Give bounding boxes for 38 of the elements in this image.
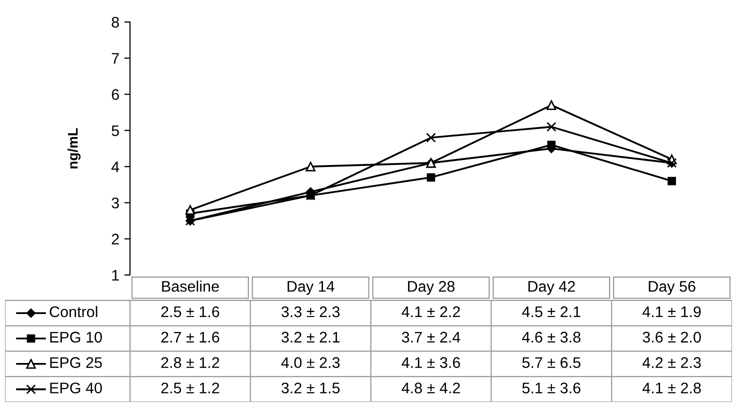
data-label: 5.7 ± 6.5 (522, 357, 580, 368)
data-label: 5.1 ± 3.6 (522, 382, 580, 394)
data-label: 2.5 ± 1.6 (161, 306, 220, 318)
data-label: 4.1 ± 2.2 (402, 306, 460, 318)
data-label: 3.2 ± 2.1 (282, 332, 340, 343)
x-tick-label: Day 42 (528, 280, 575, 295)
y-tick-label: 7 (112, 53, 119, 64)
y-tick-label: 2 (112, 234, 119, 244)
data-label: 3.2 ± 1.5 (282, 382, 340, 394)
y-tick-label: 6 (112, 89, 119, 100)
data-label: 3.3 ± 2.3 (282, 306, 340, 318)
data-label: 4.1 ± 2.8 (642, 382, 701, 394)
y-axis-title: ng/mL (68, 128, 81, 168)
legend-label: Control (50, 306, 98, 318)
legend-label: EPG 25 (50, 357, 102, 368)
data-label: 4.2 ± 2.3 (642, 357, 701, 368)
legend-label: EPG 10 (50, 332, 102, 343)
y-tick-label: 5 (112, 125, 119, 136)
y-tick-label: 8 (112, 16, 119, 28)
x-tick-label: Day 28 (408, 280, 455, 295)
data-label: 3.7 ± 2.4 (402, 332, 460, 343)
data-label: 2.5 ± 1.2 (161, 382, 220, 394)
y-tick-label: 3 (112, 198, 119, 208)
data-label: 4.0 ± 2.3 (281, 357, 340, 368)
y-tick-label: 4 (111, 162, 120, 172)
data-label: 2.8 ± 1.2 (161, 357, 220, 368)
data-label: 4.1 ± 1.9 (642, 306, 701, 318)
data-label: 4.8 ± 4.2 (402, 382, 460, 394)
x-tick-label: Day 14 (288, 281, 334, 295)
data-label: 4.5 ± 2.1 (522, 306, 580, 318)
data-label: 4.1 ± 3.6 (402, 357, 460, 368)
data-label: 2.7 ± 1.6 (161, 332, 220, 343)
x-tick-label: Day 56 (648, 280, 696, 295)
data-label: 4.6 ± 3.8 (522, 332, 580, 343)
data-label: 3.6 ± 2.0 (642, 332, 701, 343)
legend-label: EPG 40 (50, 382, 102, 394)
y-tick-label: 1 (112, 270, 119, 281)
x-tick-label: Baseline (162, 280, 219, 292)
